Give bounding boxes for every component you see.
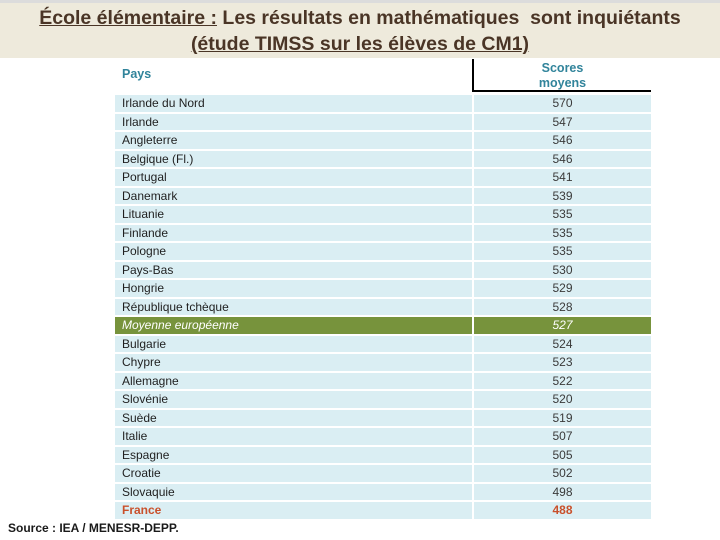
table-row: Allemagne 522 (115, 372, 651, 389)
score-cell: 528 (474, 298, 651, 315)
score-cell: 502 (474, 465, 651, 482)
table-row: Belgique (Fl.) 546 (115, 150, 651, 167)
score-cell: 539 (474, 187, 651, 204)
score-cell: 535 (474, 224, 651, 241)
title-rest: Les résultats en mathématiques sont inqu… (216, 7, 681, 29)
table-row: Slovénie 520 (115, 391, 651, 408)
table-row: Irlande 547 (115, 113, 651, 130)
title-line-2: (étude TIMSS sur les élèves de CM1) (190, 33, 530, 55)
table-row: Pays-Bas 530 (115, 261, 651, 278)
country-cell: République tchèque (115, 298, 472, 315)
table-row: Lituanie 535 (115, 206, 651, 223)
country-cell: France (115, 502, 472, 519)
table-row: Espagne 505 (115, 446, 651, 463)
score-cell: 505 (474, 446, 651, 463)
country-cell: Croatie (115, 465, 472, 482)
country-cell: Italie (115, 428, 472, 445)
score-cell: 498 (474, 483, 651, 500)
score-cell: 488 (474, 502, 651, 519)
score-cell: 529 (474, 280, 651, 297)
table-row: Pologne 535 (115, 243, 651, 260)
country-cell: Slovaquie (115, 483, 472, 500)
scores-table: Pays Scores moyens Irlande du Nord 570 I… (115, 59, 651, 521)
score-cell: 527 (474, 317, 651, 334)
country-cell: Chypre (115, 354, 472, 371)
score-cell: 570 (474, 95, 651, 112)
title-prefix: École élémentaire : (39, 7, 217, 29)
source-note: Source : IEA / MENESR-DEPP. (8, 521, 179, 535)
country-cell: Suède (115, 409, 472, 426)
table-row: Bulgarie 524 (115, 335, 651, 352)
table-row: Italie 507 (115, 428, 651, 445)
score-cell: 519 (474, 409, 651, 426)
table-row: République tchèque 528 (115, 298, 651, 315)
country-cell: Pologne (115, 243, 472, 260)
table-row: Danemark 539 (115, 187, 651, 204)
score-cell: 546 (474, 132, 651, 149)
table-row: Finlande 535 (115, 224, 651, 241)
country-cell: Finlande (115, 224, 472, 241)
country-cell: Hongrie (115, 280, 472, 297)
score-cell: 547 (474, 113, 651, 130)
table-row: Portugal 541 (115, 169, 651, 186)
score-cell: 507 (474, 428, 651, 445)
table-row: Croatie 502 (115, 465, 651, 482)
slide-title: École élémentaire : Les résultats en mat… (0, 3, 720, 58)
country-cell: Bulgarie (115, 335, 472, 352)
slide-top-edge (0, 0, 720, 3)
table-row: Slovaquie 498 (115, 483, 651, 500)
score-cell: 523 (474, 354, 651, 371)
country-cell: Portugal (115, 169, 472, 186)
country-cell: Belgique (Fl.) (115, 150, 472, 167)
country-cell: Irlande du Nord (115, 95, 472, 112)
table-body: Irlande du Nord 570 Irlande 547 Angleter… (115, 95, 651, 519)
score-cell: 530 (474, 261, 651, 278)
score-cell: 535 (474, 206, 651, 223)
country-cell: Irlande (115, 113, 472, 130)
table-row: France 488 (115, 502, 651, 519)
country-cell: Allemagne (115, 372, 472, 389)
country-cell: Slovénie (115, 391, 472, 408)
table-row: Angleterre 546 (115, 132, 651, 149)
table-row: Suède 519 (115, 409, 651, 426)
score-cell: 546 (474, 150, 651, 167)
table-row: Hongrie 529 (115, 280, 651, 297)
country-cell: Angleterre (115, 132, 472, 149)
table-header: Pays Scores moyens (115, 59, 651, 92)
table-row: Chypre 523 (115, 354, 651, 371)
title-line-1: École élémentaire : Les résultats en mat… (0, 5, 720, 31)
score-cell: 535 (474, 243, 651, 260)
country-cell: Lituanie (115, 206, 472, 223)
table-row: Irlande du Nord 570 (115, 95, 651, 112)
score-cell: 541 (474, 169, 651, 186)
score-cell: 524 (474, 335, 651, 352)
country-cell: Pays-Bas (115, 261, 472, 278)
score-cell: 522 (474, 372, 651, 389)
country-cell: Moyenne européenne (115, 317, 472, 334)
score-cell: 520 (474, 391, 651, 408)
country-cell: Danemark (115, 187, 472, 204)
country-cell: Espagne (115, 446, 472, 463)
column-header-score: Scores moyens (472, 59, 651, 92)
column-header-country: Pays (122, 67, 152, 81)
table-row: Moyenne européenne 527 (115, 317, 651, 334)
